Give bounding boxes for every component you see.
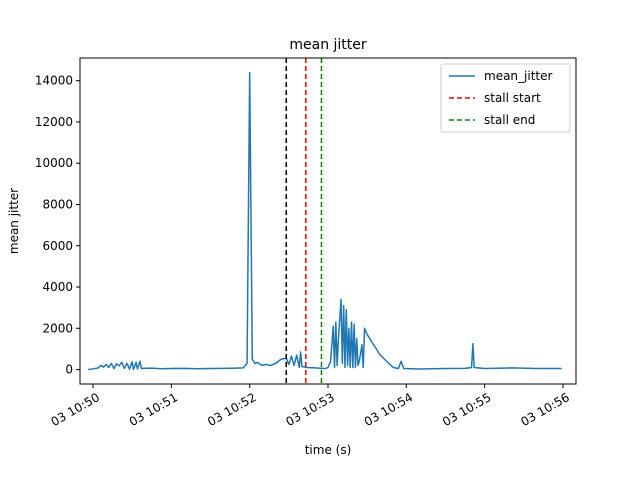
y-axis: 0 2000 4000 6000 8000 10000 12000 14000 bbox=[35, 74, 80, 377]
y-tick-label: 2000 bbox=[42, 321, 73, 335]
y-tick-label: 8000 bbox=[42, 197, 73, 211]
series-line-mean-jitter bbox=[87, 71, 562, 371]
y-tick-label: 10000 bbox=[35, 156, 73, 170]
x-tick-label: 03 10:55 bbox=[440, 390, 493, 429]
x-tick-label: 03 10:51 bbox=[127, 390, 180, 429]
y-tick-label: 14000 bbox=[35, 74, 73, 88]
y-axis-label: mean jitter bbox=[7, 188, 21, 254]
legend: mean_jitter stall start stall end bbox=[440, 63, 571, 133]
x-tick-label: 03 10:56 bbox=[518, 390, 571, 429]
x-tick-label: 03 10:52 bbox=[205, 390, 258, 429]
legend-label-stall-end: stall end bbox=[484, 113, 535, 127]
x-tick-label: 03 10:50 bbox=[48, 390, 101, 429]
x-axis-label: time (s) bbox=[305, 443, 352, 457]
x-tick-label: 03 10:54 bbox=[362, 390, 415, 429]
plot-area bbox=[87, 58, 562, 384]
y-tick-label: 6000 bbox=[42, 239, 73, 253]
legend-box bbox=[440, 63, 571, 133]
x-axis: 03 10:50 03 10:51 03 10:52 03 10:53 03 10:54… bbox=[48, 384, 572, 429]
legend-label-mean-jitter: mean_jitter bbox=[484, 69, 552, 83]
chart-title: mean jitter bbox=[289, 37, 367, 53]
legend-label-stall-start: stall start bbox=[484, 91, 541, 105]
y-tick-label: 12000 bbox=[35, 115, 73, 129]
y-tick-label: 4000 bbox=[42, 280, 73, 294]
y-tick-label: 0 bbox=[65, 363, 73, 377]
x-tick-label: 03 10:53 bbox=[283, 390, 336, 429]
